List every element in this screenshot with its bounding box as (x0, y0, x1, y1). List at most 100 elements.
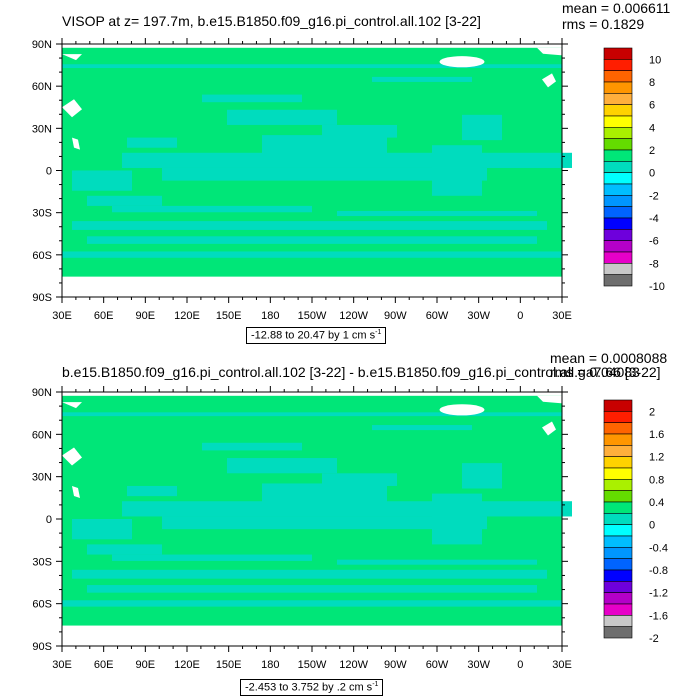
y-tick-label: 60S (32, 250, 52, 262)
y-tick-label: 90S (32, 641, 52, 653)
rms-value-bottom: rms = 0.04083 (550, 364, 640, 380)
y-tick-label: 60N (32, 81, 52, 93)
colorbar-box (603, 569, 633, 582)
colorbar-box (603, 411, 633, 423)
negative-anomaly-region (337, 210, 537, 217)
y-tick-label: 0 (46, 166, 52, 178)
colorbar-box (603, 172, 633, 185)
x-tick-label: 90W (384, 659, 407, 671)
colorbar-label: 0 (649, 168, 655, 180)
negative-anomaly-region (72, 519, 132, 540)
negative-anomaly-region (62, 600, 562, 607)
colorbar-box (603, 81, 633, 94)
x-tick-label: 120W (339, 659, 368, 671)
negative-anomaly-region (432, 145, 482, 196)
colorbar-box (603, 456, 633, 469)
y-tick-label: 30S (32, 556, 52, 568)
colorbar-box (603, 263, 633, 275)
land-mask-island (62, 447, 82, 466)
negative-anomaly-region (62, 64, 562, 69)
negative-anomaly-region (227, 458, 337, 474)
colorbar-box (603, 138, 633, 151)
land-mask-coast (62, 402, 82, 409)
negative-anomaly-region (262, 135, 387, 156)
x-tick-label: 60W (426, 659, 449, 671)
negative-anomaly-region (62, 412, 562, 417)
colorbar-box (603, 104, 633, 117)
colorbar-box (603, 603, 633, 616)
negative-anomaly-region (202, 442, 302, 451)
negative-anomaly-region (72, 569, 547, 579)
colorbar-label: -0.4 (649, 542, 668, 554)
plot-title-top: VISOP at z= 197.7m, b.e15.B1850.f09_g16.… (62, 13, 481, 29)
land-mask-antarctica (62, 276, 562, 297)
mean-value-bottom: mean = 0.0008088 (550, 350, 668, 366)
y-tick-label: 90S (32, 292, 52, 304)
contour-range-text-top: -12.88 to 20.47 by 1 cm s (251, 329, 376, 342)
colorbar-box (603, 501, 633, 514)
y-tick-label: 30S (32, 208, 52, 220)
colorbar-box (603, 445, 633, 457)
negative-anomaly-region (372, 76, 472, 82)
colorbar-label: 1.2 (649, 452, 664, 464)
x-tick-label: 120W (339, 310, 368, 322)
colorbar-label: -10 (649, 281, 665, 293)
colorbar-box (603, 581, 633, 593)
x-tick-label: 90W (384, 310, 407, 322)
land-mask-island (542, 73, 556, 88)
negative-anomaly-region (262, 483, 387, 504)
x-tick-label: 120E (174, 659, 200, 671)
y-tick-label: 60N (32, 429, 52, 441)
land-mask-greenland (439, 404, 485, 416)
colorbar-box (603, 115, 633, 128)
rms-value-top: rms = 0.1829 (562, 16, 645, 32)
colorbar-label: 0.8 (649, 474, 664, 486)
negative-anomaly-region (127, 485, 177, 497)
x-tick-label: 30W (467, 310, 490, 322)
negative-anomaly-region (72, 221, 547, 230)
colorbar-box (603, 422, 633, 435)
x-tick-label: 30E (552, 659, 572, 671)
contour-range-box-bottom: -2.453 to 3.752 by .2 cm s-1 (240, 679, 384, 696)
colorbar-label: -2 (649, 633, 659, 645)
colorbar-label: 4 (649, 122, 655, 134)
negative-anomaly-region (162, 516, 487, 530)
negative-anomaly-region (62, 251, 562, 258)
y-tick-label: 60S (32, 599, 52, 611)
negative-anomaly-region (72, 170, 132, 191)
plot-title-bottom: b.e15.B1850.f09_g16.pi_control.all.102 [… (62, 364, 661, 380)
x-tick-label: 120E (174, 310, 200, 322)
colorbar-label: -4 (649, 213, 659, 225)
negative-anomaly-region (462, 463, 502, 489)
land-mask-island (72, 485, 80, 498)
x-tick-label: 150W (298, 659, 327, 671)
y-tick-label: 0 (46, 514, 52, 526)
colorbar-label: 0 (649, 520, 655, 532)
colorbar-box (603, 127, 633, 139)
colorbar-box (603, 626, 633, 639)
colorbar-box (603, 467, 633, 480)
y-tick-label: 90N (32, 39, 52, 51)
land-mask-island (542, 421, 556, 436)
colorbar-box (603, 399, 633, 412)
land-mask-coast (62, 54, 82, 61)
x-tick-label: 0 (517, 310, 523, 322)
contour-range-unit-exp-bottom: -1 (372, 681, 379, 688)
contour-range-box-top: -12.88 to 20.47 by 1 cm s-1 (246, 327, 387, 344)
colorbar-label: -6 (649, 236, 659, 248)
colorbar-label: -8 (649, 258, 659, 270)
negative-anomaly-region (112, 554, 312, 561)
colorbar-box (603, 59, 633, 71)
colorbar-box (603, 240, 633, 253)
land-mask-coast (537, 47, 567, 56)
colorbar-box (603, 217, 633, 230)
colorbar-box (603, 149, 633, 162)
negative-anomaly-region (87, 544, 162, 555)
x-tick-label: 150E (216, 310, 242, 322)
colorbar-box (603, 251, 633, 264)
colorbar-box (603, 274, 633, 287)
negative-anomaly-region (202, 94, 302, 103)
colorbar-box (603, 513, 633, 525)
colorbar-box (603, 479, 633, 491)
colorbar-box (603, 535, 633, 548)
